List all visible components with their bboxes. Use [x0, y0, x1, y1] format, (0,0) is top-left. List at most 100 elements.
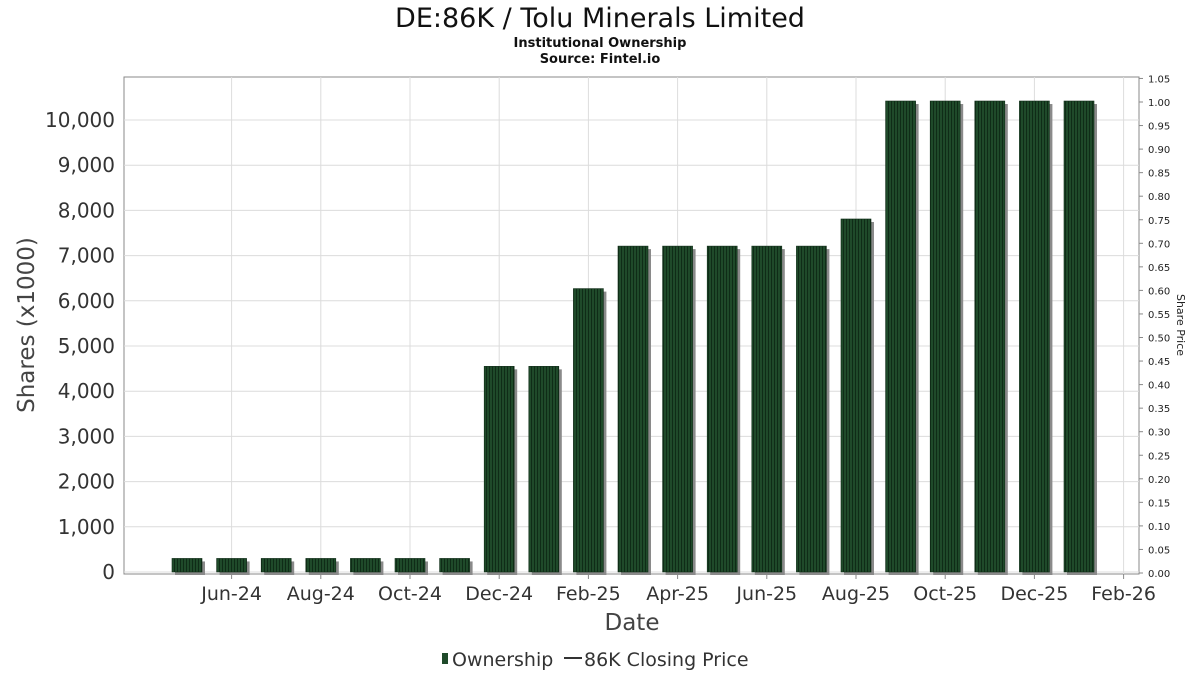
- bar-body: [840, 218, 872, 573]
- y2-tick-label: 0.40: [1148, 381, 1170, 392]
- y-tick-label: 7,000: [58, 244, 115, 268]
- y-tick-label: 2,000: [58, 470, 115, 494]
- x-tick-label: Dec-25: [1000, 583, 1068, 605]
- legend-label-ownership: Ownership: [452, 649, 553, 671]
- x-axis-label: Date: [605, 610, 660, 636]
- bar: [662, 245, 696, 575]
- x-tick-label: Aug-25: [822, 583, 890, 605]
- y2-tick-label: 1.05: [1148, 74, 1170, 85]
- bar-body: [483, 366, 515, 573]
- bar: [617, 245, 651, 575]
- bar-body: [885, 100, 916, 573]
- bar: [929, 100, 964, 576]
- bar-body: [706, 245, 738, 573]
- bar: [394, 558, 428, 575]
- y2-tick-label: 0.80: [1148, 192, 1170, 203]
- bar: [528, 366, 562, 575]
- x-tick-label: Oct-24: [378, 583, 442, 605]
- x-tick-label: Jun-25: [735, 583, 797, 605]
- x-tick-label: Apr-25: [646, 583, 709, 605]
- bar-body: [796, 245, 827, 573]
- y2-tick-label: 0.85: [1148, 169, 1170, 180]
- y-tick-label: 9,000: [58, 153, 115, 177]
- x-tick-label: Feb-25: [556, 583, 621, 605]
- chart-subtitle: Institutional Ownership: [514, 36, 687, 51]
- x-tick-label: Oct-25: [913, 583, 977, 605]
- bar-body: [617, 245, 649, 573]
- y2-tick-label: 0.05: [1148, 545, 1170, 556]
- y2-tick-label: 0.10: [1148, 522, 1170, 533]
- bar: [260, 558, 295, 575]
- bar-body: [929, 100, 961, 573]
- y-tick-label: 1,000: [58, 515, 115, 539]
- y-tick-label: 8,000: [58, 198, 115, 222]
- bar: [1063, 100, 1097, 576]
- bar: [573, 288, 607, 575]
- y2-tick-label: 0.15: [1148, 498, 1170, 509]
- bar: [751, 245, 785, 575]
- bar-body: [974, 100, 1006, 573]
- chart-source: Source: Fintel.io: [540, 52, 661, 67]
- x-axis-ticks: Jun-24 Aug-24 Oct-24 Dec-24 Feb-25 Apr-25 Jun-…: [200, 574, 1156, 605]
- bar-body: [751, 245, 783, 573]
- x-tick-label: Dec-24: [465, 583, 533, 605]
- y2-tick-label: 0.20: [1148, 475, 1170, 486]
- y2-tick-label: 0.25: [1148, 451, 1170, 462]
- bar: [439, 558, 473, 575]
- y2-tick-label: 0.90: [1148, 145, 1170, 156]
- x-tick-label: Aug-24: [287, 583, 355, 605]
- y-tick-label: 10,000: [45, 108, 115, 132]
- x-tick-label: Feb-26: [1091, 583, 1156, 605]
- y-tick-label: 5,000: [58, 334, 115, 358]
- y2-tick-label: 0.65: [1148, 263, 1170, 274]
- y-tick-label: 0: [102, 560, 115, 584]
- y-axis-ticks: 0 1,000 2,000 3,000 4,000 5,000 6,000 7,000 8,00…: [45, 108, 115, 584]
- bar-body: [1063, 100, 1095, 573]
- chart-title: DE:86K / Tolu Minerals Limited: [395, 3, 805, 34]
- y2-tick-label: 0.75: [1148, 216, 1170, 227]
- y-tick-label: 6,000: [58, 289, 115, 313]
- x-tick-label: Jun-24: [200, 583, 262, 605]
- bar-body: [573, 288, 604, 573]
- y-axis-label: Shares (x1000): [14, 237, 40, 413]
- bar-body: [662, 245, 693, 573]
- bar-body: [528, 366, 560, 573]
- bar: [1019, 100, 1053, 576]
- y2-tick-label: 0.95: [1148, 122, 1170, 133]
- bar: [305, 558, 339, 575]
- y2-tick-label: 0.30: [1148, 428, 1170, 439]
- y2-tick-label: 0.35: [1148, 404, 1170, 415]
- y2-tick-label: 0.00: [1148, 569, 1170, 580]
- bar-body: [439, 558, 470, 573]
- y2-tick-label: 0.45: [1148, 357, 1170, 368]
- legend: Ownership 86K Closing Price: [442, 649, 749, 671]
- bar: [171, 558, 205, 575]
- y-tick-label: 3,000: [58, 424, 115, 448]
- bar-body: [305, 558, 337, 573]
- y2-axis-ticks: 0.00 0.05 0.10 0.15 0.20 0.25 0.30 0.35 0.40 0.45…: [1139, 74, 1170, 580]
- bar: [483, 366, 518, 575]
- bar: [885, 100, 919, 576]
- y2-tick-label: 1.00: [1148, 98, 1170, 109]
- bar-layer: [171, 100, 1097, 576]
- y-tick-label: 4,000: [58, 379, 115, 403]
- bar-body: [394, 558, 426, 573]
- bar: [840, 218, 874, 575]
- bar-body: [171, 558, 203, 573]
- bar-body: [350, 558, 381, 573]
- y2-axis-label: Share Price: [1174, 294, 1187, 356]
- bar: [216, 558, 250, 575]
- y2-tick-label: 0.60: [1148, 286, 1170, 297]
- bar-body: [216, 558, 247, 573]
- bar: [706, 245, 741, 575]
- y2-tick-label: 0.55: [1148, 310, 1170, 321]
- bar-body: [260, 558, 292, 573]
- legend-swatch-ownership: [442, 653, 448, 664]
- y2-tick-label: 0.50: [1148, 334, 1170, 345]
- legend-label-price: 86K Closing Price: [584, 649, 749, 671]
- bar: [350, 558, 384, 575]
- bar: [796, 245, 830, 575]
- bar-body: [1019, 100, 1050, 573]
- bar: [974, 100, 1008, 576]
